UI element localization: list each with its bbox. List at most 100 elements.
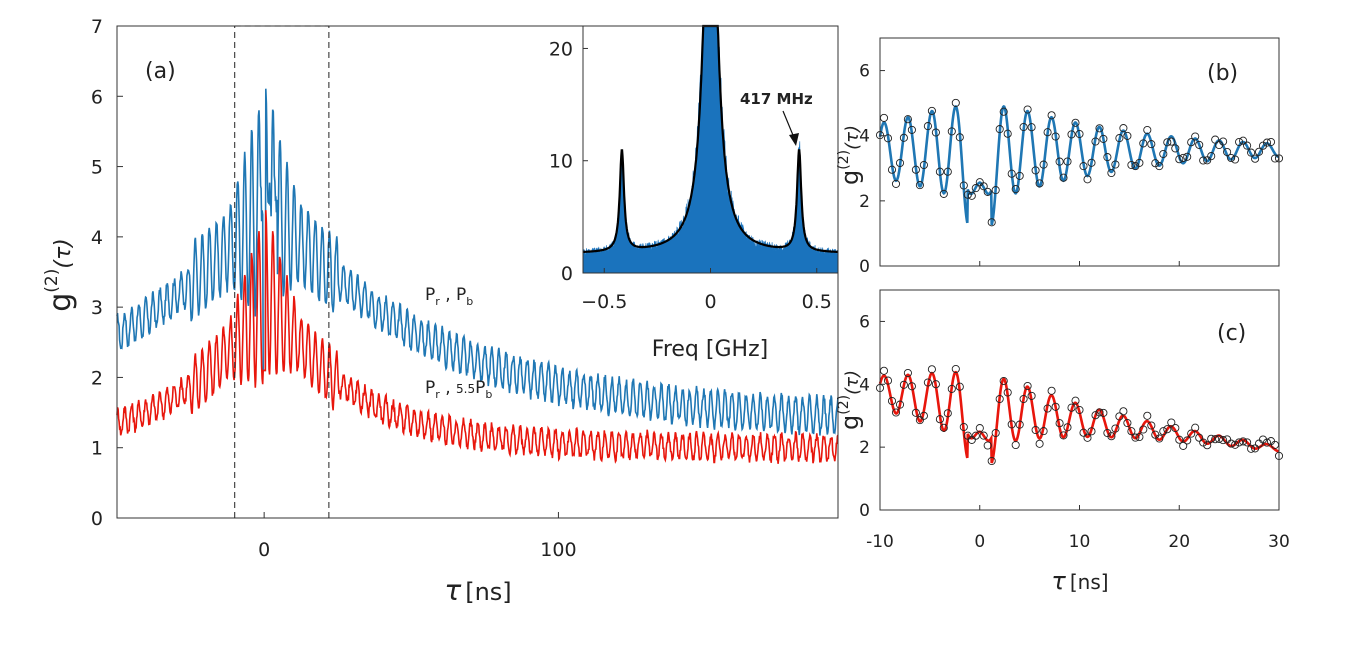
panel-c-ylabel: g(2)(τ) (836, 370, 864, 430)
panel-c-data-point (1143, 411, 1152, 420)
panel-b-data-point (1039, 160, 1048, 169)
series-red-label: Pr , 5.5Pb (425, 378, 492, 401)
panel-b-data-point (1047, 111, 1056, 120)
panel-b-data-point (1011, 185, 1020, 194)
panel-b-data-point (1043, 128, 1052, 137)
panel-a-ylabel-main: g (43, 293, 78, 312)
panel-c-data-point (1099, 408, 1108, 417)
panel-c-data-point (995, 394, 1004, 404)
inset-ytick-label: 0 (561, 263, 573, 285)
inset-annotation-arrow-head (789, 133, 799, 146)
panel-b-data-point (995, 125, 1004, 134)
panel-c-ylabel-sup: (2) (836, 395, 852, 415)
panel-b-data-point (1127, 160, 1136, 170)
panel-b-data-point (1115, 134, 1124, 143)
series-blue-label-p2: P (456, 285, 466, 305)
panel-c-data-point (879, 366, 889, 375)
panel-c-data-point (1015, 420, 1024, 429)
panel-a-ytick-label: 4 (91, 227, 103, 249)
inset-annotation: 417 MHz (740, 90, 813, 146)
panel-b-data-point (1235, 137, 1244, 147)
inset-xtick-label: 0.5 (802, 291, 832, 313)
panel-c-data-point (1059, 431, 1068, 440)
panel-b-data-point (1175, 155, 1184, 164)
panel-b-data-point (1151, 159, 1160, 168)
panel-b-data-point (1087, 158, 1096, 167)
panel-c-data-point (1235, 438, 1244, 447)
series-blue-label-p1: P (425, 285, 435, 305)
panel-b-data-point (1183, 152, 1192, 161)
panel-c-data-point (1027, 391, 1036, 400)
panel-b-ylabel-arg: (τ) (842, 125, 863, 150)
panel-b-data-point (1139, 139, 1148, 148)
panel-c-data-point (1227, 439, 1236, 448)
panel-c-data-point (1039, 427, 1048, 436)
panel-c-data-point (975, 424, 984, 433)
panel-b-data-point (1015, 171, 1024, 180)
panel-b-data-point (1266, 137, 1276, 147)
panel-b-data-point (1247, 148, 1256, 157)
panel-c-data-point (1195, 433, 1204, 442)
panel-c-data-point (991, 428, 1000, 438)
panel-b-data-point (1079, 162, 1088, 171)
panel-c-data-point (947, 384, 956, 393)
panel-b-data-point (1103, 153, 1112, 162)
panel-c-data-point (999, 376, 1008, 386)
series-red-label-s2: b (485, 388, 492, 401)
panel-c-data-point (1262, 438, 1272, 447)
inset-ticks: 0 10 20 −0.5 0 0.5 (549, 38, 832, 313)
panel-c-data-point (987, 456, 996, 466)
panel-b-data-point (1067, 130, 1076, 139)
panel-c-data-point (1270, 440, 1280, 449)
panel-c-data-point (1007, 420, 1016, 429)
panel-b-data-point (1159, 149, 1168, 159)
panel-b-ytick-label: 0 (859, 257, 870, 277)
panel-b-data-point (1071, 118, 1080, 127)
panel-b-data-point (1227, 153, 1236, 163)
inset-ytick-label: 20 (549, 38, 573, 60)
panel-a-xtick-label: 0 (258, 539, 270, 561)
panel-c-xtick-label: -10 (866, 532, 894, 552)
series-red-label-p2: P (475, 378, 485, 398)
panel-b-data-point (1254, 147, 1264, 156)
panel-b-data-point (1262, 138, 1272, 147)
panel-c-data-point (1155, 434, 1164, 443)
panel-c-label: (c) (1217, 321, 1246, 346)
series-red-label-s1: r (435, 388, 440, 401)
panel-c-xlabel-sym: τ (1051, 567, 1066, 595)
series-blue-label-s1: r (435, 295, 440, 308)
panel-b-data-point (983, 187, 992, 196)
panel-b-data-point (1111, 160, 1120, 169)
panel-c-data-point (971, 431, 980, 440)
panel-c-data-point (1167, 418, 1176, 427)
panel-b-ylabel-main: g (836, 170, 864, 185)
panel-b-data-point (963, 190, 972, 199)
panel-c-data-point (1107, 432, 1116, 441)
panel-c-data-point (1003, 388, 1012, 397)
panel-b-data-point (927, 106, 936, 115)
panel-b-data-point (1007, 169, 1016, 178)
panel-b-data-point (1091, 137, 1100, 146)
panel-c-data-point (1035, 439, 1044, 448)
panel-b-ylabel-sup: (2) (836, 150, 852, 170)
panel-b-data-point (955, 133, 964, 142)
panel-a-ytick-label: 0 (91, 508, 103, 530)
panel-b-data-point (1155, 162, 1164, 171)
panel-b-data-point (1187, 138, 1196, 147)
panel-a-xlabel-unit: [ns] (465, 578, 511, 606)
panel-c-data-point (915, 416, 924, 425)
panel-b-data-point (951, 98, 960, 107)
panel-c-data-point (1019, 394, 1028, 404)
panel-b-data-point (1023, 105, 1032, 114)
panel-a-ytick-label: 5 (91, 157, 103, 179)
panel-b-data-point (883, 134, 893, 143)
panel-c-data-point (1211, 435, 1220, 444)
panel-b-data-point (1231, 155, 1240, 164)
panel-b-data-point (943, 167, 952, 176)
panel-a-ytick-label: 1 (91, 438, 103, 460)
panel-c-ytick-label: 6 (859, 312, 870, 332)
panel-b-data-point (959, 181, 968, 190)
panel-b-data-point (1107, 168, 1116, 178)
panel-b-series (875, 98, 1284, 227)
